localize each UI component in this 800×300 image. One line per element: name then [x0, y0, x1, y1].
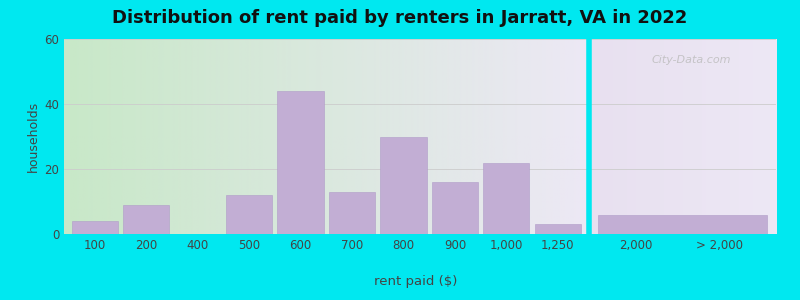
Text: Distribution of rent paid by renters in Jarratt, VA in 2022: Distribution of rent paid by renters in … [112, 9, 688, 27]
Text: rent paid ($): rent paid ($) [374, 275, 458, 288]
Text: City-Data.com: City-Data.com [652, 55, 731, 64]
Bar [432, 182, 478, 234]
Bar [72, 221, 118, 234]
Bar [598, 214, 766, 234]
Bar [226, 195, 272, 234]
Bar [329, 192, 375, 234]
Bar [123, 205, 170, 234]
Y-axis label: households: households [27, 101, 40, 172]
Bar [483, 163, 530, 234]
Bar [278, 91, 324, 234]
Bar [380, 136, 426, 234]
Bar [534, 224, 581, 234]
